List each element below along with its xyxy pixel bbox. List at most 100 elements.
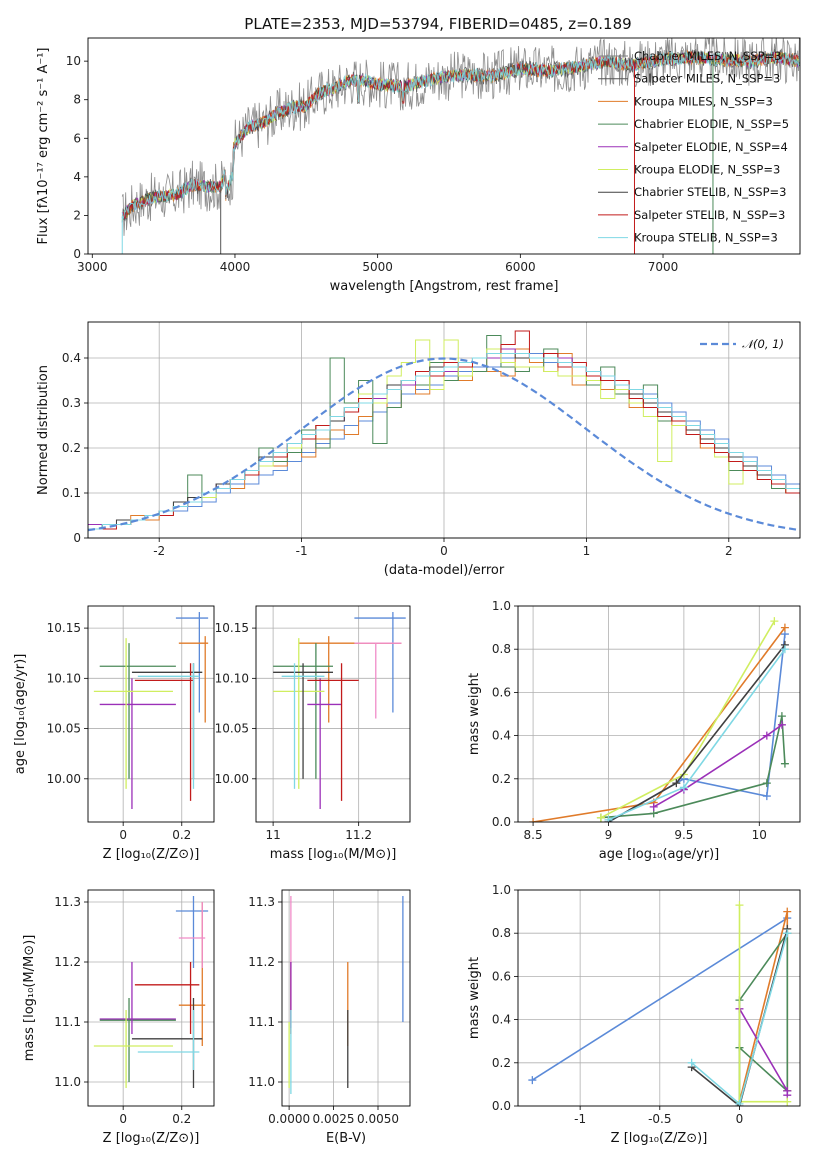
x-tick-label: 0.2 — [172, 1112, 191, 1126]
x-tick-label: 1 — [583, 544, 591, 558]
x-tick-label: 0 — [736, 1112, 744, 1126]
error-bar-point — [99, 643, 176, 779]
y-tick-label: 10.05 — [215, 722, 249, 736]
spectrum-line — [121, 38, 800, 236]
x-axis-label: (data-model)/error — [384, 563, 505, 578]
x-tick-label: 6000 — [505, 260, 536, 274]
legend-label: Chabrier STELIB, N_SSP=3 — [634, 185, 786, 199]
y-tick-label: 0.3 — [62, 396, 81, 410]
y-tick-label: 2 — [73, 208, 81, 222]
mass-weight-marker — [735, 1099, 744, 1106]
panel-spectrum: 3000 4000 5000 6000 7000 0 2 4 6 8 10 wavelength [A… — [36, 15, 801, 294]
y-tick-label: 0.2 — [492, 772, 511, 786]
y-axis-label: mass weight — [467, 957, 482, 1039]
y-tick-label: 0.0 — [492, 815, 511, 829]
y-tick-label: 11.0 — [248, 1075, 275, 1089]
mass-weight-marker — [762, 779, 771, 788]
y-tick-label: 10.00 — [215, 772, 249, 786]
error-bar-point — [178, 902, 206, 1046]
mass-weight-marker — [783, 929, 792, 938]
mass-weight-marker — [528, 1076, 537, 1085]
chart-title: PLATE=2353, MJD=53794, FIBERID=0485, z=0… — [244, 15, 631, 33]
legend-label: Kroupa ELODIE, N_SSP=3 — [634, 163, 780, 177]
x-tick-label: -1 — [296, 544, 308, 558]
axes-frame — [87, 321, 801, 539]
plot-area — [528, 901, 792, 1106]
x-tick-label: 4000 — [220, 260, 251, 274]
mass-weight-marker — [777, 712, 786, 721]
panel-massweight-vs-age: 8.5 9 9.5 10 0.0 0.2 0.4 0.6 0.8 1.0 age [log₁₀(ag… — [467, 599, 801, 862]
mass-weight-line — [738, 911, 789, 1102]
axes-frame — [281, 889, 411, 1107]
x-tick-label: 0.0025 — [313, 1112, 355, 1126]
x-tick-label: 0.2 — [172, 828, 191, 842]
plot-area — [273, 612, 406, 809]
error-bar-point — [354, 642, 402, 719]
y-tick-label: 11.3 — [248, 895, 275, 909]
x-tick-label: 11.2 — [345, 828, 372, 842]
y-tick-label: 0.2 — [62, 441, 81, 455]
error-bar-point — [99, 678, 176, 809]
error-bar-point — [131, 998, 203, 1088]
x-axis-label: mass [log₁₀(M/M⊙)] — [270, 847, 397, 862]
y-tick-label: 11.3 — [54, 895, 81, 909]
y-tick-label: 10.10 — [47, 671, 81, 685]
mass-weight-marker — [679, 783, 688, 792]
x-tick-label: 8.5 — [524, 828, 543, 842]
axes-frame — [87, 889, 215, 1107]
histogram-step — [88, 353, 800, 538]
histogram-step — [88, 335, 800, 538]
error-bar-point — [273, 663, 333, 779]
plot-area — [529, 617, 789, 822]
x-tick-label: 10 — [752, 828, 767, 842]
y-tick-label: 11.2 — [248, 955, 275, 969]
x-axis-label: Z [log₁₀(Z/Z⊙)] — [103, 847, 200, 862]
y-tick-label: 11.1 — [54, 1015, 81, 1029]
spectrum-line — [121, 50, 800, 220]
x-tick-label: 2 — [725, 544, 733, 558]
x-axis-label: wavelength [Angstrom, rest frame] — [330, 279, 559, 294]
plot-area — [88, 330, 800, 538]
x-tick-label: 0 — [440, 544, 448, 558]
y-tick-label: 0.4 — [492, 729, 511, 743]
legend-label: 𝒩(0, 1) — [742, 337, 784, 351]
histogram-step — [88, 353, 800, 538]
y-tick-label: 8 — [73, 93, 81, 107]
legend-label: Salpeter STELIB, N_SSP=3 — [634, 208, 785, 222]
legend-label: Salpeter MILES, N_SSP=3 — [634, 72, 780, 86]
axes-frame — [255, 605, 411, 823]
x-axis-label: E(B-V) — [326, 1131, 366, 1146]
x-tick-label: -2 — [153, 544, 165, 558]
panel-mass-vs-Z: 0 0.2 11.0 11.1 11.2 11.3 Z [log₁₀(Z/Z⊙)] mass … — [22, 889, 215, 1146]
mass-weight-marker — [604, 815, 613, 822]
error-bar-point — [273, 638, 325, 789]
y-axis-label: Normed distribution — [36, 365, 51, 495]
x-tick-label: -1 — [574, 1112, 586, 1126]
y-tick-label: 10.10 — [215, 671, 249, 685]
y-tick-label: 0 — [73, 531, 81, 545]
plot-area — [288, 896, 404, 1094]
y-tick-label: 0.4 — [62, 351, 81, 365]
axes-frame — [87, 605, 215, 823]
y-axis-label: age [log₁₀(age/yr)] — [13, 654, 28, 775]
y-tick-label: 0.8 — [492, 926, 511, 940]
y-tick-label: 1.0 — [492, 599, 511, 613]
legend: Chabrier MILES, N_SSP=3 Salpeter MILES, N… — [598, 49, 789, 245]
panel-age-vs-mass: 11 11.2 10.00 10.05 10.10 10.15 mass [log₁₀(M/… — [215, 605, 411, 862]
x-tick-label: 0.0000 — [268, 1112, 310, 1126]
x-tick-label: 0 — [119, 828, 127, 842]
y-tick-label: 10.00 — [47, 772, 81, 786]
error-bar-point — [175, 612, 209, 713]
error-bar-point — [307, 678, 342, 809]
mass-weight-line — [531, 917, 788, 1081]
x-tick-label: 3000 — [77, 260, 108, 274]
error-bar-point — [137, 663, 200, 789]
mass-weight-marker — [762, 731, 771, 740]
legend-label: Kroupa STELIB, N_SSP=3 — [634, 231, 778, 245]
mass-weight-marker — [783, 1097, 792, 1106]
legend-label: Chabrier MILES, N_SSP=3 — [634, 49, 781, 63]
mass-weight-marker — [596, 813, 605, 822]
x-tick-label: -0.5 — [648, 1112, 671, 1126]
y-tick-label: 10.15 — [47, 621, 81, 635]
